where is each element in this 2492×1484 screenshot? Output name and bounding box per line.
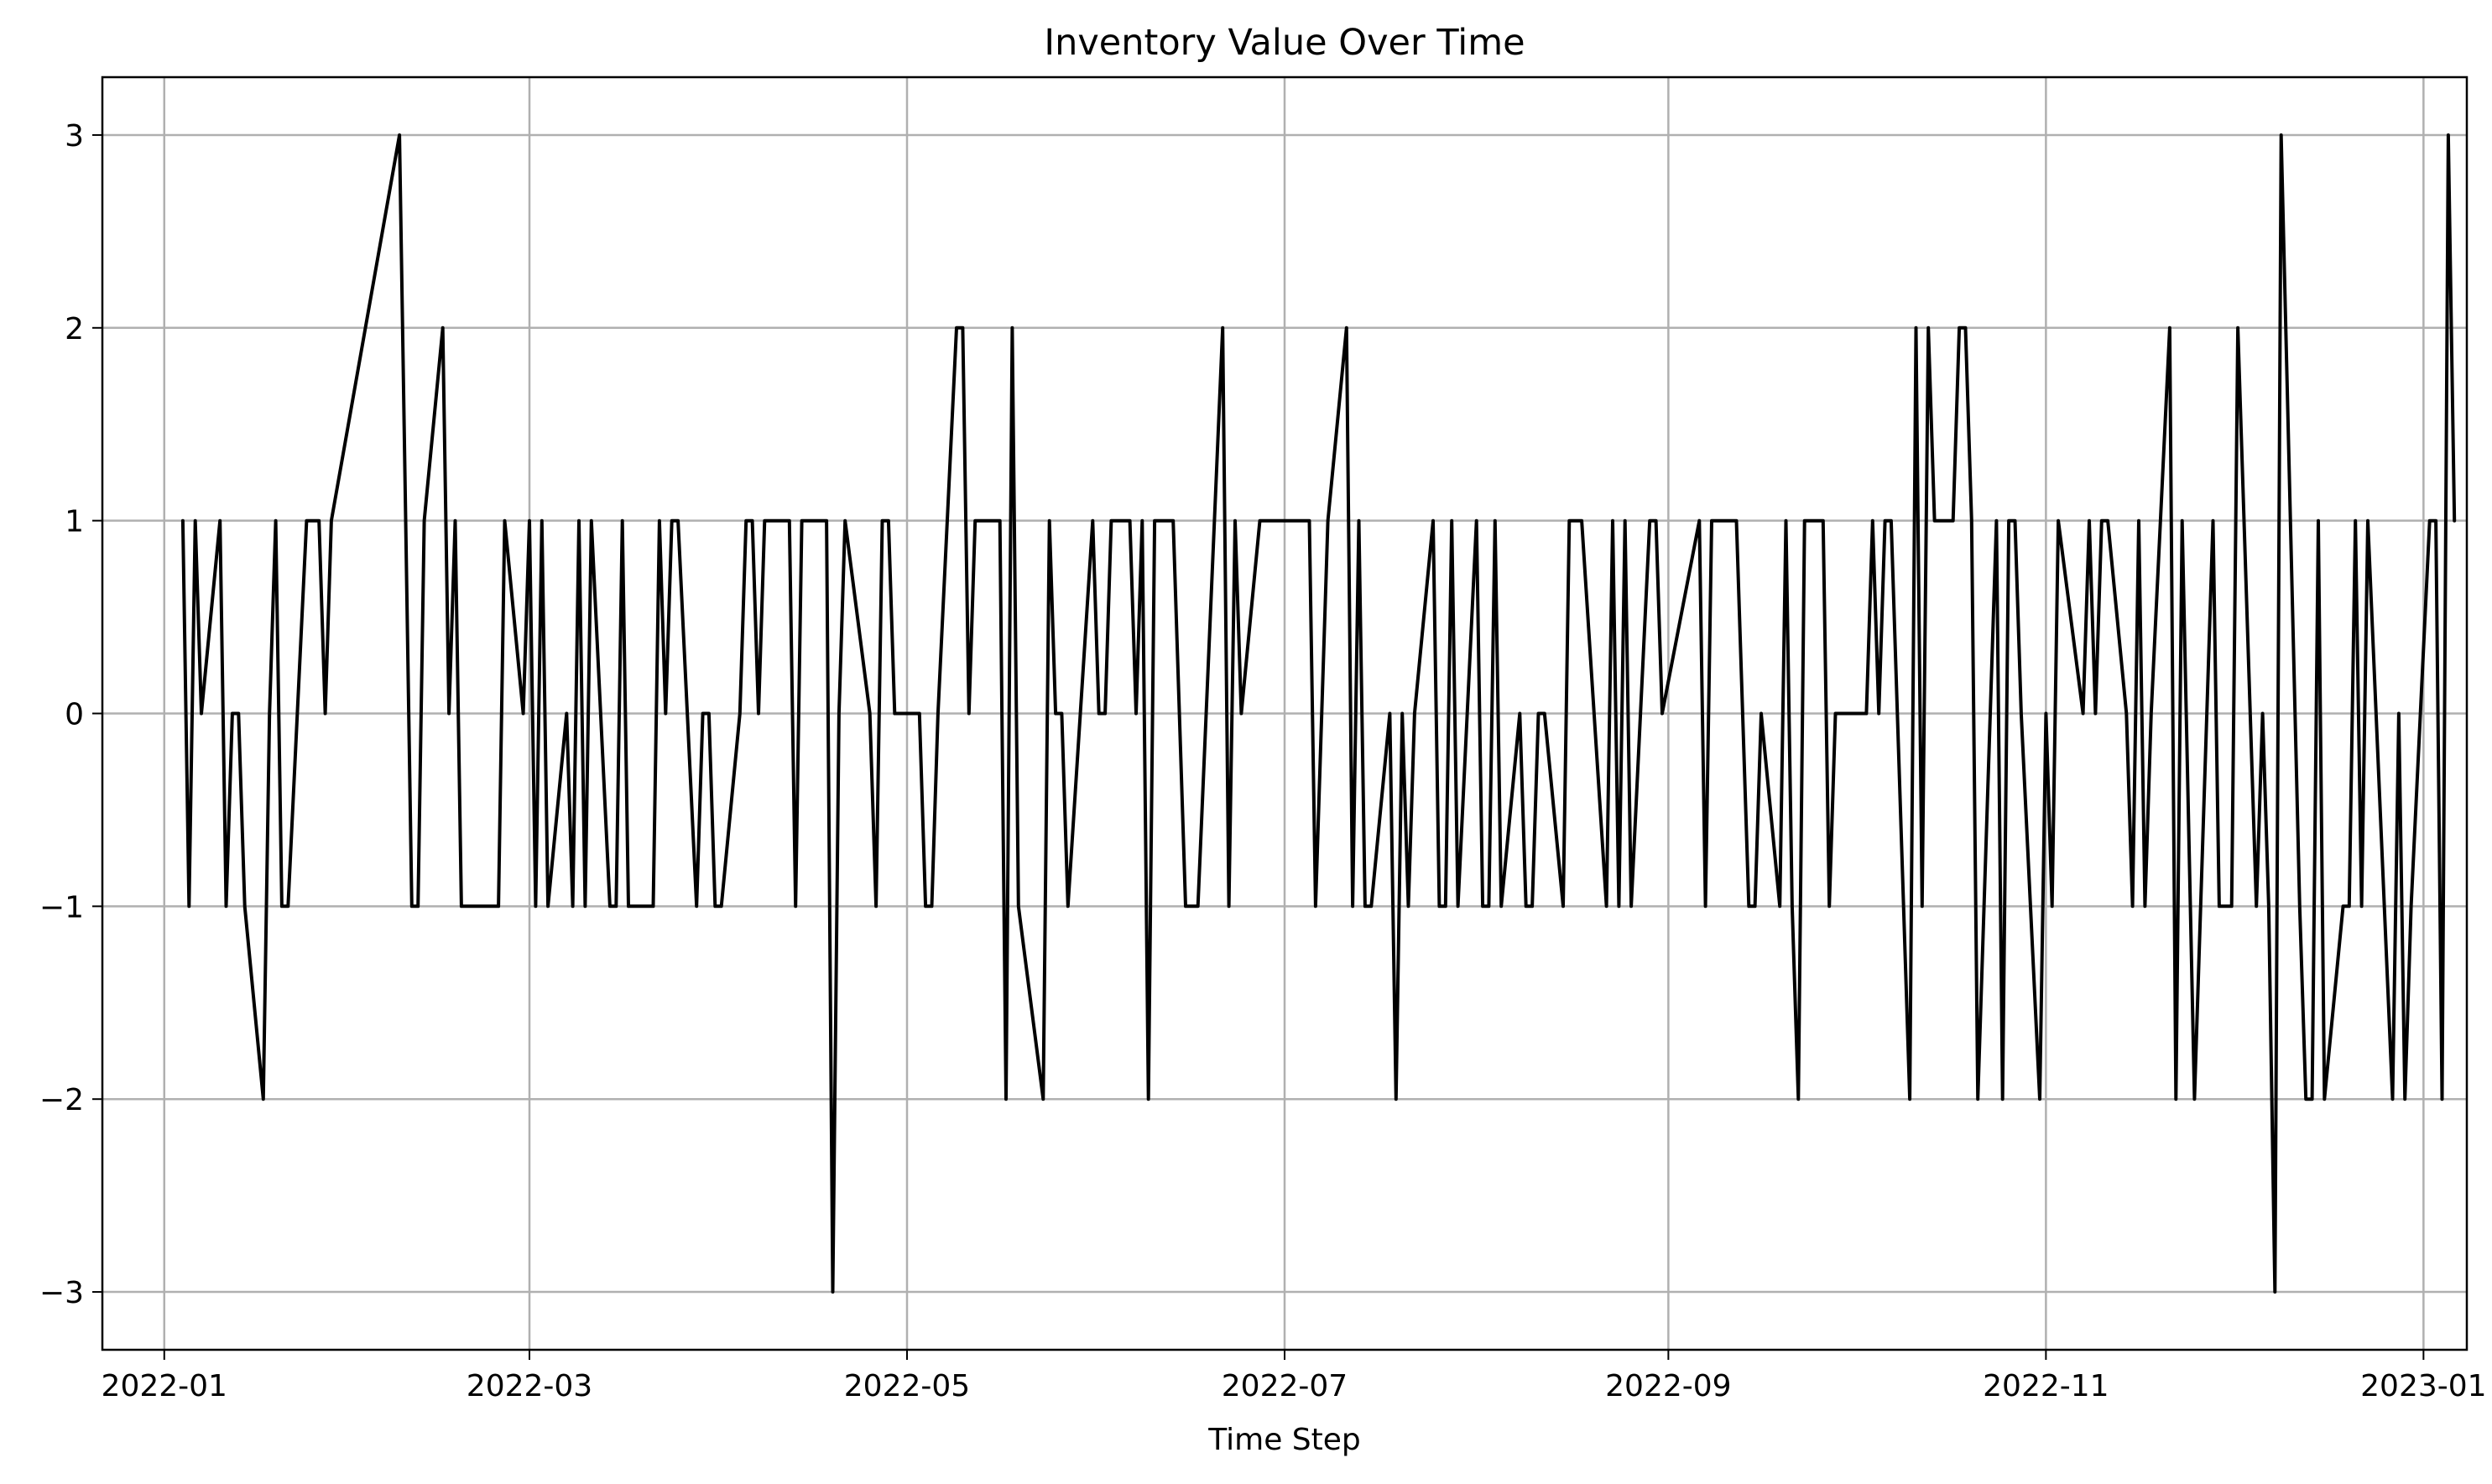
x-tick-label: 2022-03 xyxy=(467,1369,592,1403)
y-axis: 3 2 1 0 −1 −2 −3 xyxy=(39,119,102,1310)
y-tick-label: −2 xyxy=(39,1083,84,1117)
x-tick-label: 2022-05 xyxy=(844,1369,970,1403)
y-tick-label: 3 xyxy=(65,119,84,154)
x-axis-label: Time Step xyxy=(1207,1423,1361,1457)
y-tick-label: −3 xyxy=(39,1276,84,1310)
y-tick-label: 2 xyxy=(65,312,84,346)
series-line xyxy=(180,133,2457,1294)
x-tick-label: 2022-09 xyxy=(1605,1369,1731,1403)
x-tick-label: 2022-11 xyxy=(1983,1369,2109,1403)
y-tick-label: 1 xyxy=(65,505,84,539)
y-tick-label: 0 xyxy=(65,698,84,732)
x-tick-label: 2022-07 xyxy=(1222,1369,1348,1403)
y-tick-label: −1 xyxy=(39,890,84,924)
x-tick-label: 2023-01 xyxy=(2360,1369,2486,1403)
series-layer xyxy=(180,133,2457,1294)
x-axis: 2022-01 2022-03 2022-05 2022-07 2022-09 2022-… xyxy=(102,1350,2487,1403)
x-tick-label: 2022-01 xyxy=(102,1369,227,1403)
chart-title: Inventory Value Over Time xyxy=(1044,22,1525,64)
